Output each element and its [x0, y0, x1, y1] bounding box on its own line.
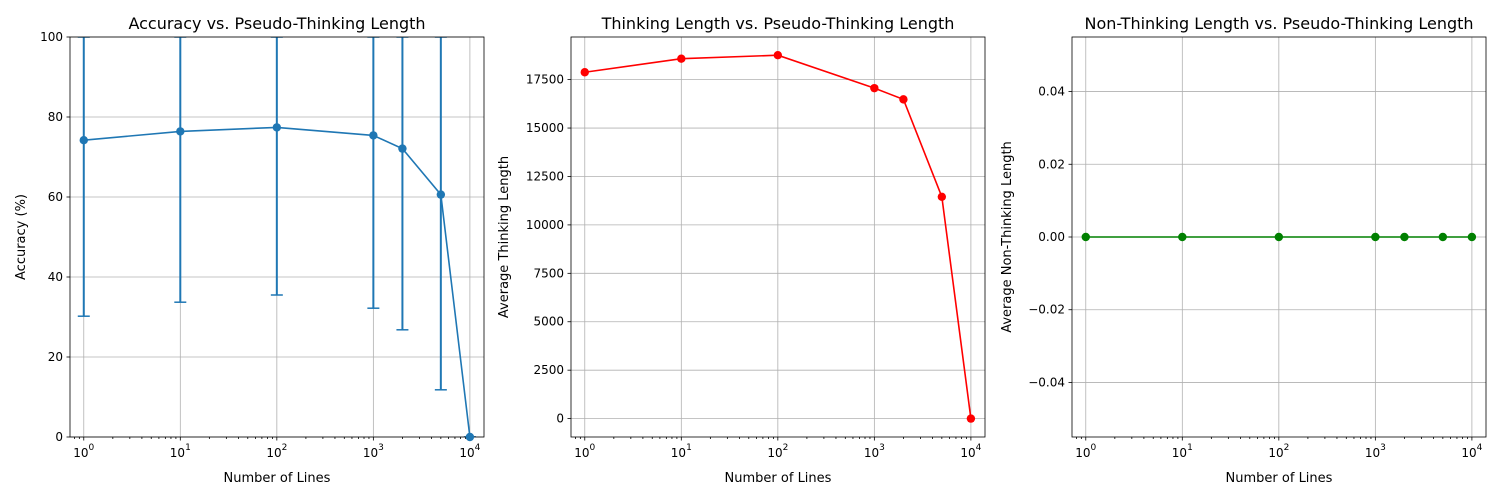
y-axis-label: Accuracy (%): [14, 194, 29, 280]
x-ticks: 100 101 102 103 104: [574, 443, 981, 460]
y-ticks: −0.04 −0.02 0.00 0.02 0.04: [1028, 85, 1065, 390]
x-axis-label: Number of Lines: [1226, 471, 1333, 486]
data-point: [1467, 232, 1477, 242]
data-point: [937, 192, 947, 202]
x-tick-label: 100: [73, 443, 94, 460]
y-tick-label: 0.00: [1038, 230, 1065, 244]
x-tick-label: 101: [170, 443, 191, 460]
y-tick-label: 17500: [526, 73, 564, 87]
x-axis-label: Number of Lines: [725, 471, 832, 486]
y-tick-label: 5000: [533, 315, 564, 329]
data-point: [176, 127, 185, 136]
data-point: [1371, 232, 1380, 242]
y-tick-label: 12500: [526, 169, 564, 183]
data-point: [79, 136, 88, 145]
x-tick-label: 103: [1365, 443, 1386, 460]
y-axis-label: Average Thinking Length: [497, 156, 512, 318]
x-tick-label: 102: [767, 443, 788, 460]
data-point: [677, 54, 686, 63]
data-point: [1438, 232, 1448, 242]
x-tick-label: 102: [266, 443, 287, 460]
data-point: [1400, 232, 1409, 242]
y-tick-label: 20: [48, 350, 63, 364]
y-ticks: 0 2500 5000 7500 10000 12500 15000 17500: [526, 73, 564, 426]
y-tick-label: 40: [48, 270, 63, 284]
y-tick-label: 0.02: [1038, 157, 1065, 171]
x-tick-label: 104: [960, 443, 981, 460]
x-tick-label: 104: [459, 443, 480, 460]
data-point: [580, 68, 589, 77]
panel-thinking-length: Thinking Length vs. Pseudo-Thinking Leng…: [497, 14, 986, 486]
y-tick-label: 10000: [526, 218, 564, 232]
data-point: [870, 83, 879, 93]
panel-title: Non-Thinking Length vs. Pseudo-Thinking …: [1084, 14, 1473, 33]
grid-lines: [571, 37, 985, 437]
y-ticks: 0 20 40 60 80 100: [40, 30, 63, 444]
x-tick-label: 100: [1075, 443, 1096, 460]
data-point: [773, 51, 783, 60]
data-point: [1081, 232, 1090, 242]
y-tick-label: 15000: [526, 121, 564, 135]
data-point: [436, 190, 446, 199]
x-ticks: 100 101 102 103 104: [1075, 443, 1482, 460]
x-tick-label: 103: [864, 443, 885, 460]
y-tick-label: 0: [556, 412, 564, 426]
y-tick-label: 7500: [533, 266, 564, 280]
x-tick-label: 101: [1172, 443, 1193, 460]
y-tick-label: 100: [40, 30, 63, 44]
y-tick-label: −0.02: [1028, 303, 1065, 317]
y-tick-label: 0: [55, 430, 63, 444]
y-tick-label: 0.04: [1038, 85, 1065, 99]
data-point: [398, 144, 407, 153]
y-axis-label: Average Non-Thinking Length: [1000, 141, 1015, 333]
data-point: [465, 432, 475, 442]
data-point: [899, 95, 908, 104]
x-tick-label: 103: [363, 443, 384, 460]
data-point: [369, 131, 378, 140]
y-tick-label: 2500: [533, 363, 564, 377]
panel-accuracy: Accuracy vs. Pseudo-Thinking Length Numb…: [14, 14, 485, 486]
data-point: [272, 123, 282, 132]
x-ticks: 100 101 102 103 104: [73, 443, 480, 460]
x-axis-label: Number of Lines: [224, 471, 331, 486]
y-tick-label: 60: [48, 190, 63, 204]
panel-title: Accuracy vs. Pseudo-Thinking Length: [128, 14, 425, 33]
data-point: [1274, 232, 1284, 242]
x-tick-label: 100: [574, 443, 595, 460]
panel-title: Thinking Length vs. Pseudo-Thinking Leng…: [601, 14, 955, 33]
data-point: [1178, 232, 1187, 242]
data-point: [966, 414, 976, 423]
x-tick-label: 102: [1268, 443, 1289, 460]
x-tick-label: 104: [1461, 443, 1482, 460]
y-tick-label: 80: [48, 110, 63, 124]
x-tick-label: 101: [671, 443, 692, 460]
y-tick-label: −0.04: [1028, 375, 1065, 389]
panel-non-thinking-length: Non-Thinking Length vs. Pseudo-Thinking …: [1000, 14, 1487, 486]
